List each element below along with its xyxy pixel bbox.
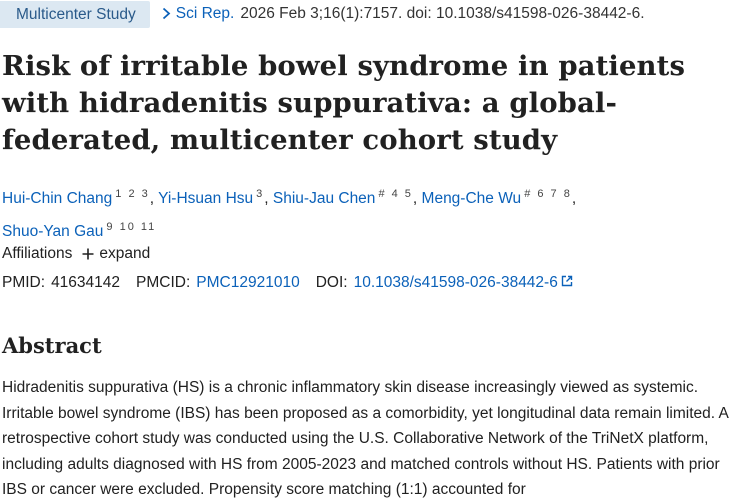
abstract-heading: Abstract — [2, 333, 102, 358]
abstract-text: Hidradenitis suppurativa (HS) is a chron… — [2, 379, 729, 498]
expand-label: expand — [99, 245, 151, 262]
author-list: Hui-Chin Chang 1 2 3, Yi-Hsuan Hsu 3, Shiu… — [2, 188, 577, 240]
pmcid-label: PMCID: — [136, 274, 191, 291]
citation-bar: Multicenter Study Sci Rep. 2026 Feb 3;16… — [0, 0, 750, 28]
author-affiliation-refs[interactable]: # 6 7 8 — [524, 188, 572, 200]
affiliations-label: Affiliations — [2, 245, 73, 262]
affiliations-toggle[interactable]: Affiliations expand — [2, 245, 150, 263]
author-link[interactable]: Shuo-Yan Gau — [2, 223, 104, 240]
doi-label: DOI: — [315, 274, 348, 291]
journal-citation: Sci Rep. 2026 Feb 3;16(1):7157. doi: 10.… — [162, 5, 645, 23]
author-link[interactable]: Meng-Che Wu — [421, 190, 522, 207]
pmid-label: PMID: — [2, 274, 46, 291]
chevron-right-icon — [162, 7, 171, 20]
author-affiliation-refs[interactable]: 9 10 11 — [106, 221, 157, 233]
journal-link[interactable]: Sci Rep. — [175, 5, 235, 22]
author-link[interactable]: Hui-Chin Chang — [2, 190, 113, 207]
author-link[interactable]: Shiu-Jau Chen — [272, 190, 376, 207]
citation-details: 2026 Feb 3;16(1):7157. doi: 10.1038/s415… — [240, 5, 645, 22]
author-affiliation-refs[interactable]: # 4 5 — [378, 188, 413, 200]
article-title: Risk of irritable bowel syndrome in pati… — [2, 50, 686, 156]
doi-link[interactable]: 10.1038/s41598-026-38442-6 — [353, 274, 558, 291]
author-affiliation-refs[interactable]: 3 — [256, 188, 265, 200]
publication-type-badge[interactable]: Multicenter Study — [0, 0, 150, 28]
identifiers: PMID: 41634142 PMCID: PMC12921010 DOI: 1… — [2, 274, 573, 292]
pmid-value: 41634142 — [51, 274, 121, 291]
external-link-icon[interactable] — [561, 274, 573, 292]
author-affiliation-refs[interactable]: 1 2 3 — [115, 188, 150, 200]
author-link[interactable]: Yi-Hsuan Hsu — [158, 190, 254, 207]
plus-icon — [82, 246, 94, 263]
pmcid-link[interactable]: PMC12921010 — [196, 274, 300, 291]
